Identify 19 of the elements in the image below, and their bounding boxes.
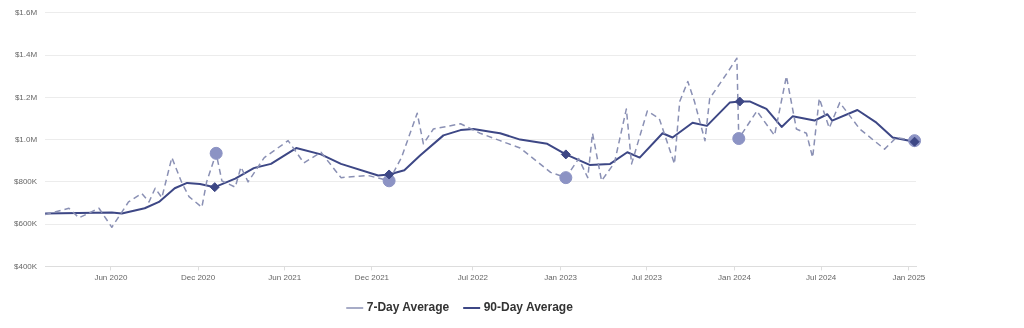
- y-tick-label: $1.6M: [14, 8, 38, 17]
- x-tick-label: Jan 2025: [892, 273, 926, 283]
- x-tick-label: Jan 2023: [544, 273, 578, 283]
- x-tick-label: Jul 2023: [631, 273, 663, 283]
- x-tick-label: Jul 2024: [806, 273, 837, 283]
- y-tick-label: $600K: [13, 219, 38, 229]
- y-tick-label: $400K: [13, 261, 38, 271]
- y-tick-label: $800K: [13, 177, 38, 187]
- legend-label: 90-Day Average: [483, 300, 574, 315]
- y-tick-label: $1.0M: [14, 134, 38, 144]
- x-tick-label: Jun 2021: [268, 273, 302, 283]
- x-tick-label: Dec 2020: [180, 273, 216, 283]
- x-tick-label: Dec 2021: [354, 273, 390, 283]
- y-tick-label: $1.4M: [14, 50, 38, 60]
- x-tick-label: Jul 2022: [457, 273, 489, 283]
- y-tick-label: $1.2M: [14, 92, 38, 102]
- x-tick-label: Jan 2024: [718, 273, 752, 283]
- x-tick-label: Jun 2020: [94, 273, 128, 283]
- legend-label: 7-Day Average: [366, 300, 450, 315]
